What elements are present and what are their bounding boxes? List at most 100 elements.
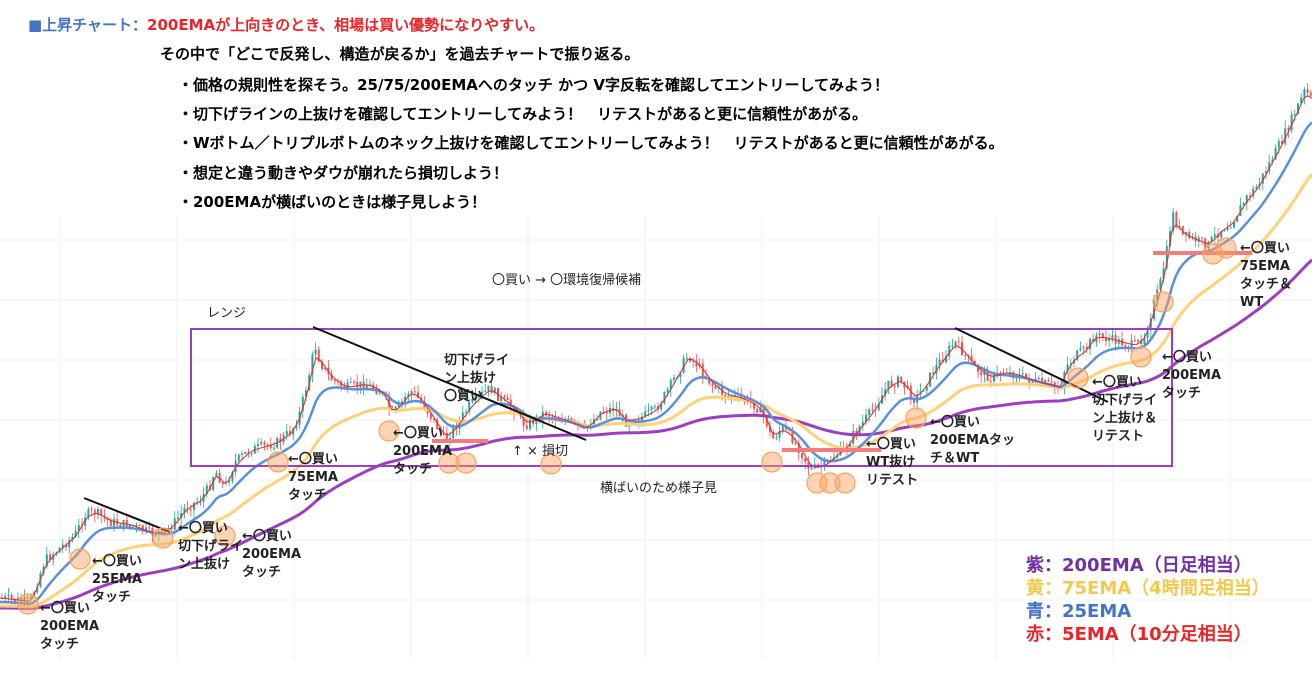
buy-point-circle xyxy=(834,472,856,494)
range-note-label: 横ばいのため様子見 xyxy=(600,481,717,496)
candle-body xyxy=(1169,231,1171,247)
candle-body xyxy=(311,354,314,376)
candle-body xyxy=(602,411,605,413)
candle-body xyxy=(967,354,970,356)
candle-body xyxy=(1284,128,1287,144)
buy-label-line: ←〇買い xyxy=(178,520,228,536)
buy-label: ←〇買い 200EMA タッチ xyxy=(1162,349,1221,401)
candle-body xyxy=(551,416,554,418)
candle-body xyxy=(1124,345,1127,347)
buy-label-line: ←〇買い xyxy=(1162,349,1212,365)
candle-body xyxy=(1204,238,1207,249)
candle-body xyxy=(989,381,992,383)
candle-body xyxy=(471,398,474,403)
buy-label-line: 75EMA xyxy=(1240,259,1290,274)
candle-body xyxy=(957,341,960,343)
candle-body xyxy=(724,394,727,397)
buy-point-circle xyxy=(455,452,477,474)
candle-body xyxy=(1108,338,1111,342)
candle-body xyxy=(541,411,544,421)
buy-point-circle xyxy=(1202,243,1224,265)
buy-label: ←〇買い WT抜けリテスト xyxy=(866,436,918,488)
buy-label-line: タッチ xyxy=(40,637,79,652)
candle-body xyxy=(781,426,784,432)
candle-body xyxy=(356,382,359,388)
candle-body xyxy=(1063,371,1066,387)
candle-body xyxy=(945,356,947,363)
candle-body xyxy=(954,341,957,346)
candle-body xyxy=(388,395,391,409)
candle-body xyxy=(474,394,477,399)
buy-point-circle xyxy=(1152,291,1174,313)
candle-body xyxy=(849,443,851,448)
candle-body xyxy=(1159,279,1162,290)
candle-body xyxy=(1201,237,1203,239)
candle-body xyxy=(257,444,259,446)
legend-5ema: 赤：5EMA（10分足相当） xyxy=(1026,624,1252,645)
candle-body xyxy=(154,534,157,536)
buy-point-circle xyxy=(152,527,174,549)
buy-label-line: 〇買い xyxy=(444,388,483,404)
candle-body xyxy=(452,426,455,438)
buy-point-circle xyxy=(1215,237,1237,259)
candle-body xyxy=(529,419,531,429)
candle-body xyxy=(1236,215,1239,222)
buy-label-line: ン上抜け＆ xyxy=(1092,410,1157,426)
candle-body xyxy=(36,586,39,593)
candle-body xyxy=(669,379,672,390)
candle-body xyxy=(273,447,275,449)
candle-body xyxy=(500,396,503,401)
candle-body xyxy=(788,429,791,431)
candle-body xyxy=(647,409,650,412)
candle-body xyxy=(263,442,266,445)
candle-body xyxy=(365,385,368,390)
buy-label-line: タッチ xyxy=(288,488,327,503)
buy-label-line: タッチ xyxy=(92,590,131,605)
candle-body xyxy=(1188,231,1191,238)
candle-body xyxy=(1268,162,1271,172)
candle-body xyxy=(775,437,778,439)
candle-body xyxy=(695,360,698,367)
candle-body xyxy=(804,458,807,463)
buy-point-markers xyxy=(17,237,1237,615)
candle-body xyxy=(346,382,349,390)
candle-body xyxy=(913,399,915,403)
candle-body xyxy=(925,386,928,391)
candle-body xyxy=(244,452,247,454)
candle-body xyxy=(865,415,867,422)
candle-body xyxy=(413,391,416,393)
candle-body xyxy=(490,385,493,394)
candle-body xyxy=(653,406,656,408)
candle-body xyxy=(986,370,989,382)
candle-body xyxy=(1172,212,1175,232)
candle-body xyxy=(909,385,912,400)
candle-body xyxy=(1242,203,1245,206)
candle-body xyxy=(148,527,151,529)
candle-body xyxy=(1210,236,1213,242)
candle-body xyxy=(305,390,307,398)
candle-body xyxy=(1271,159,1274,163)
bullet-3: ・Wボトム／トリプルボトムのネック上抜けを確認してエントリーしてみよう！ リテス… xyxy=(178,134,1004,152)
buy-label-line: ←〇買い xyxy=(92,553,142,569)
candle-body xyxy=(1197,237,1200,242)
candle-body xyxy=(596,419,599,421)
bullet-5: ・200EMAが横ばいのときは様子見しよう！ xyxy=(178,193,487,211)
candle-body xyxy=(429,413,432,419)
candle-body xyxy=(1028,378,1031,383)
candle-body xyxy=(183,507,186,513)
candle-body xyxy=(436,419,439,430)
candle-body xyxy=(7,594,10,597)
candle-body xyxy=(1053,382,1056,387)
candle-body xyxy=(205,485,208,495)
candle-body xyxy=(1085,346,1088,349)
candle-body xyxy=(484,390,487,392)
buy-label: ←〇買い切下げライン上抜け＆ リテスト xyxy=(1092,374,1157,444)
buy-label: ←〇買い 200EMA タッチ xyxy=(40,600,99,652)
candle-body xyxy=(439,429,442,433)
candle-body xyxy=(330,373,333,381)
candle-body xyxy=(1226,227,1229,231)
candle-body xyxy=(1287,128,1290,131)
candle-body xyxy=(682,358,685,373)
candle-body xyxy=(93,510,96,515)
